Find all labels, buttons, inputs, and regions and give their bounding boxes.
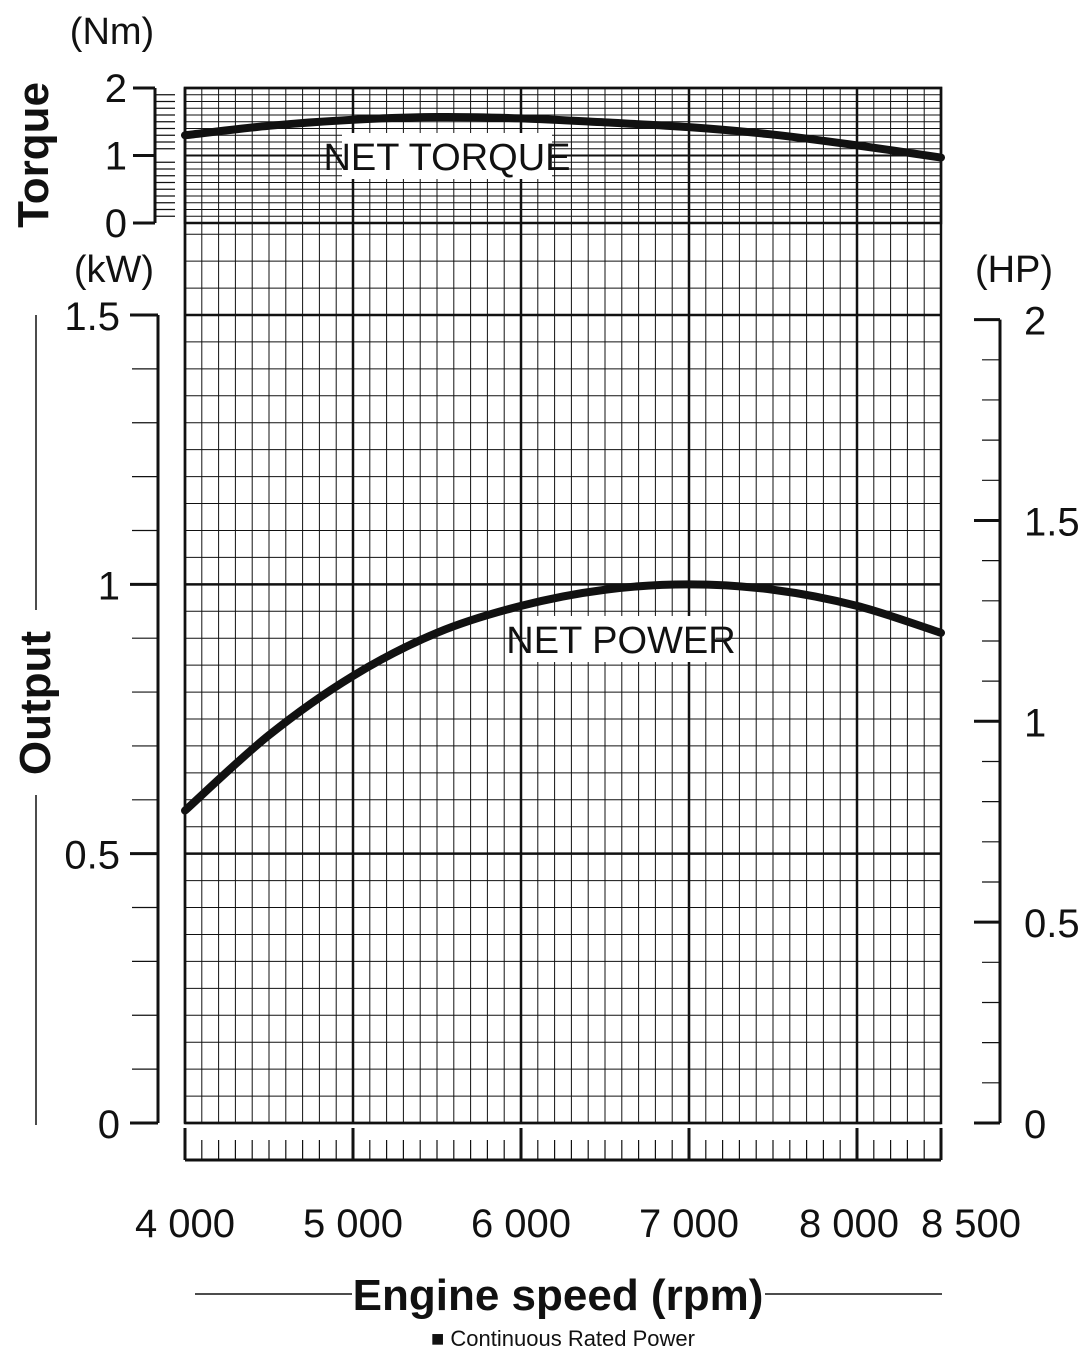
x-tick-label: 5 000	[303, 1202, 403, 1246]
torque-tick-label: 2	[105, 67, 127, 111]
hp-tick-label: 1	[1024, 701, 1046, 745]
x-tick-label: 4 000	[135, 1202, 235, 1246]
net-torque-line	[181, 112, 945, 162]
output-unit-label: (kW)	[74, 249, 154, 291]
x-tick-label: 7 000	[639, 1202, 739, 1246]
net-power-label: NET POWER	[506, 620, 735, 662]
output-tick-label: 0	[98, 1103, 120, 1147]
hp-tick-label: 0.5	[1024, 902, 1080, 946]
axes	[35, 86, 1002, 1295]
output-tick-label: 1.5	[64, 295, 120, 339]
plot-frame	[183, 86, 943, 1125]
hp-tick-label: 0	[1024, 1103, 1046, 1147]
output-axis-title: Output	[11, 631, 60, 776]
net-torque-label: NET TORQUE	[323, 137, 570, 179]
torque-axis-title: Torque	[9, 82, 58, 228]
hp-tick-label: 1.5	[1024, 500, 1080, 544]
x-tick-label: 6 000	[471, 1202, 571, 1246]
grid	[183, 86, 943, 1125]
net-power-label-bg	[526, 616, 716, 662]
torque-unit-label: (Nm)	[70, 11, 154, 53]
net-power-line	[181, 580, 945, 815]
torque-tick-label: 0	[105, 202, 127, 246]
net-torque-label-bg	[342, 133, 552, 179]
continuous-rated-power-note: ■ Continuous Rated Power	[431, 1326, 695, 1351]
output-tick-label: 0.5	[64, 834, 120, 878]
hp-unit-label: (HP)	[975, 249, 1053, 291]
x-tick-label: 8 000	[799, 1202, 899, 1246]
output-tick-label: 1	[98, 564, 120, 608]
x-tick-label: 8 500	[921, 1202, 1021, 1246]
hp-tick-label: 2	[1024, 300, 1046, 344]
labels: 012(Nm)Torque00.511.5(kW)Output00.511.52…	[9, 11, 1080, 1351]
torque-tick-label: 1	[105, 135, 127, 179]
series	[181, 112, 945, 815]
x-axis-title: Engine speed (rpm)	[353, 1271, 764, 1320]
